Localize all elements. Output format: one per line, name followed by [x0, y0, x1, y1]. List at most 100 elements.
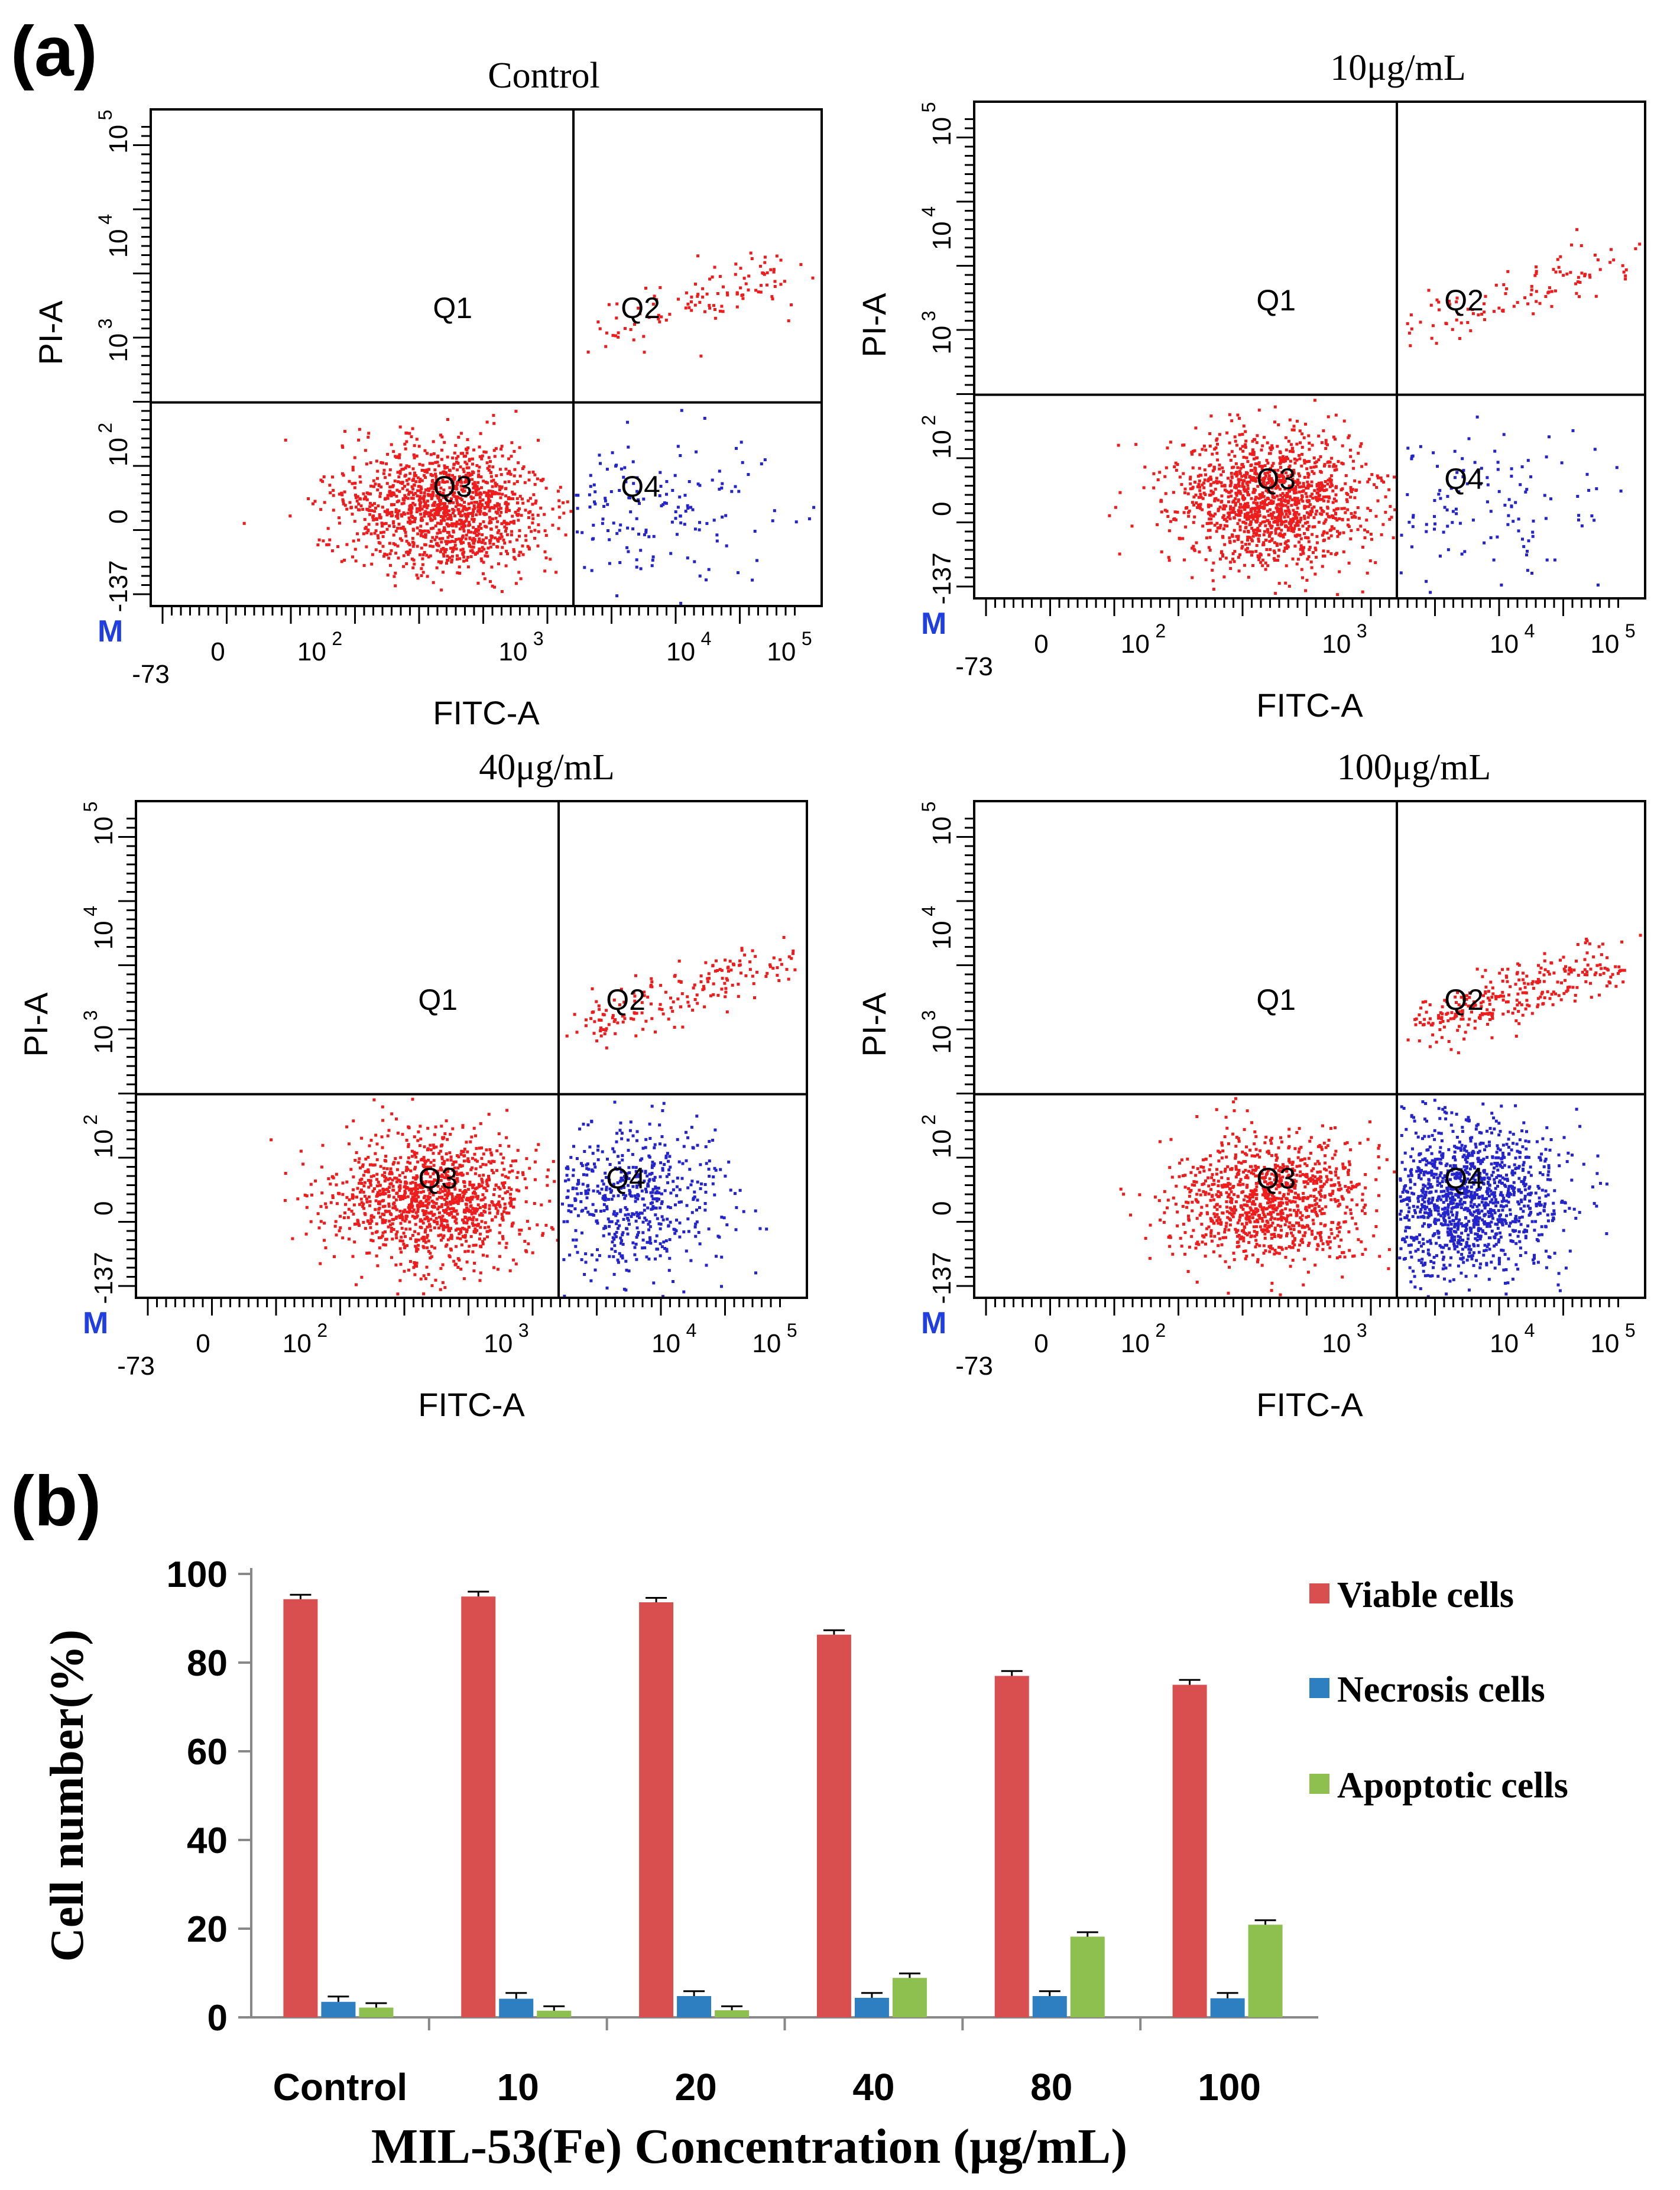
flow-dot	[459, 542, 463, 545]
flow-dot	[496, 520, 500, 523]
flow-dot	[1307, 524, 1311, 528]
flow-dot	[362, 1184, 366, 1188]
flow-dot	[1277, 423, 1280, 426]
flow-dot	[1241, 494, 1245, 497]
flow-dot	[473, 1152, 476, 1156]
flow-dot	[365, 1200, 369, 1204]
flow-dot	[415, 438, 419, 441]
flow-dot	[1289, 518, 1293, 521]
flow-dot	[445, 1220, 449, 1223]
flow-dot	[1160, 550, 1163, 553]
flow-dot	[400, 1235, 403, 1239]
flow-dot	[696, 482, 700, 486]
flow-dot	[380, 1236, 383, 1239]
flow-dot	[672, 1180, 675, 1183]
flow-dot	[1249, 523, 1253, 526]
flow-dot	[1293, 491, 1296, 495]
flow-dot	[685, 1159, 688, 1162]
flow-dot	[452, 508, 456, 512]
flow-dot	[391, 1206, 395, 1210]
flow-dot	[1266, 487, 1270, 490]
flow-dot	[485, 525, 488, 529]
flow-dot	[430, 1284, 434, 1287]
flow-dot	[724, 1174, 727, 1178]
flow-dot	[1242, 455, 1246, 459]
flow-dot	[471, 550, 475, 554]
flow-dot	[523, 1240, 527, 1243]
flow-dot	[472, 510, 475, 513]
flow-dot	[593, 500, 596, 504]
x-tick-exponent: 5	[1625, 620, 1636, 642]
flow-dot	[1484, 294, 1487, 298]
flow-dot	[462, 550, 466, 554]
flow-dot	[442, 1224, 445, 1227]
flow-dot	[703, 310, 706, 313]
flow-dot	[416, 526, 419, 530]
x-tick-label: 10	[297, 637, 326, 666]
flow-dot	[383, 510, 387, 513]
flow-dot	[1312, 551, 1315, 554]
flow-dot	[488, 542, 492, 545]
flow-dot	[1215, 439, 1218, 442]
flow-dot	[1458, 337, 1461, 340]
flow-dot	[1243, 513, 1247, 516]
flow-dot	[496, 531, 500, 534]
flow-dot	[444, 1210, 447, 1214]
flow-dot	[1245, 472, 1248, 476]
flow-dot	[1266, 441, 1269, 445]
flow-dot	[1327, 536, 1331, 540]
flow-dot	[450, 560, 453, 563]
flow-dot	[492, 506, 495, 510]
flow-dot	[458, 527, 462, 531]
flow-dot	[632, 338, 635, 342]
flow-dot	[1274, 516, 1278, 519]
flow-dot	[1322, 530, 1326, 533]
flow-dot	[759, 290, 763, 294]
flow-dot	[635, 1258, 638, 1261]
flow-dot	[384, 476, 387, 480]
flow-dot	[622, 1217, 625, 1221]
flow-dot	[1363, 528, 1367, 532]
flow-dot	[491, 490, 494, 493]
flow-dot	[1279, 520, 1283, 523]
flow-dot	[772, 956, 776, 960]
flow-dot	[458, 1188, 462, 1192]
flow-dot	[752, 982, 755, 986]
flow-dot	[459, 1152, 463, 1156]
flow-dot	[445, 495, 449, 498]
flow-dot	[592, 523, 595, 527]
flow-dot	[409, 1187, 413, 1191]
flow-dot	[372, 479, 375, 482]
flow-dot	[576, 494, 580, 497]
flow-dot	[414, 1155, 418, 1159]
flow-dot	[441, 1190, 445, 1193]
flow-dot	[335, 1172, 338, 1176]
flow-dot	[1622, 270, 1626, 274]
flow-dot	[443, 513, 446, 516]
flow-dot	[421, 530, 424, 533]
corner-marker: M	[98, 614, 123, 649]
flow-dot	[353, 548, 357, 551]
flow-dot	[739, 286, 742, 290]
flow-dot	[1244, 504, 1248, 508]
flow-dot	[455, 497, 458, 501]
flow-dot	[1266, 519, 1269, 523]
flow-dot	[1317, 483, 1321, 487]
flow-dot	[747, 288, 750, 291]
flow-dot	[1325, 495, 1328, 498]
flow-dot	[1317, 520, 1321, 524]
flow-dot	[771, 967, 775, 970]
flow-dot	[1517, 517, 1520, 521]
flow-dot	[509, 1204, 513, 1207]
flow-dot	[679, 521, 683, 524]
flow-dot	[1300, 568, 1303, 571]
flow-dot	[662, 1102, 666, 1105]
flow-dot	[496, 502, 500, 506]
flow-dot	[1320, 508, 1324, 512]
flow-dot	[369, 1214, 373, 1218]
flow-dot	[528, 1227, 531, 1230]
flow-dot	[1280, 512, 1284, 516]
flow-dot	[450, 540, 454, 543]
flow-dot	[339, 1226, 342, 1230]
flow-dot	[1208, 432, 1212, 435]
